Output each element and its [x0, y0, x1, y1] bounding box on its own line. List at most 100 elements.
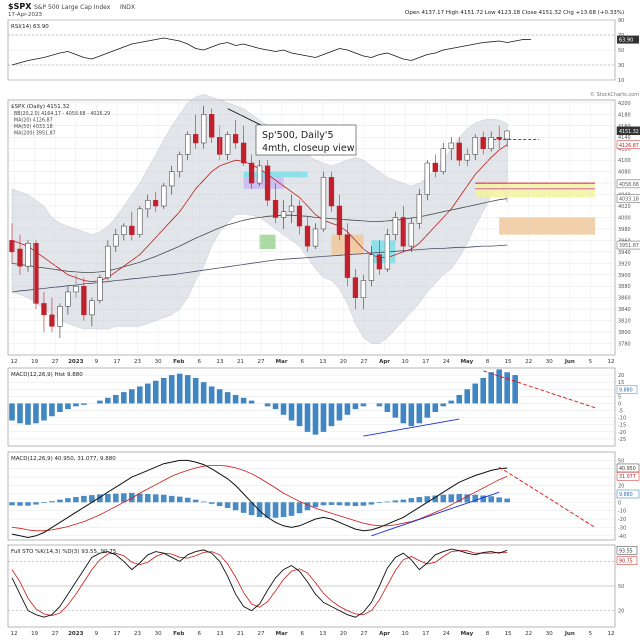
x-axis-label: 6 — [300, 359, 304, 365]
candle-body — [496, 136, 502, 140]
bottom-x-axis-label: 10 — [402, 631, 409, 637]
macd-bar — [168, 495, 175, 503]
price-value-label: 4058.68 — [619, 182, 639, 188]
candle-body — [57, 306, 63, 327]
bottom-x-axis-label: 20 — [340, 631, 347, 637]
candle-body — [360, 280, 367, 298]
macd-bar — [296, 502, 303, 514]
candle-body — [464, 154, 470, 161]
macd-hist-bar — [488, 372, 494, 404]
macd-hist-tick-label: -10 — [618, 416, 626, 422]
date-text: 17-Apr-2023 — [8, 12, 43, 18]
candle-body — [145, 200, 151, 210]
x-axis-label: May — [461, 359, 474, 365]
candle-body — [384, 234, 391, 270]
macd-bar — [176, 496, 183, 503]
x-axis-label: 15 — [505, 359, 512, 365]
candle-body — [105, 245, 111, 278]
macd-bar — [448, 494, 455, 503]
candle-body — [256, 165, 263, 184]
macd-bar — [400, 499, 407, 503]
price-tick-label: 4180 — [618, 112, 631, 118]
candle-body — [280, 211, 287, 218]
macd-bar — [184, 497, 191, 503]
bottom-x-axis-label: 6 — [300, 631, 304, 637]
macd-hist-bar — [81, 403, 87, 405]
macd-value-badge — [616, 463, 640, 473]
macd-value-label: 40.950 — [619, 466, 636, 472]
candle-body — [121, 225, 127, 235]
macd-hist-bar — [97, 400, 103, 404]
bottom-x-axis-label: 27 — [360, 631, 367, 637]
price-tick-label: 3860 — [618, 296, 631, 302]
price-tick-label: 3980 — [618, 227, 631, 233]
candle-body — [456, 142, 462, 161]
macd-bar — [25, 502, 31, 506]
macd-bar — [9, 502, 15, 506]
macd-bar — [368, 502, 375, 505]
price-label: $SPX (Daily) 4151.32 — [11, 104, 70, 110]
macd-bar — [496, 497, 502, 503]
macd-hist-bar — [344, 403, 351, 415]
exchange-text: INDX — [120, 4, 135, 11]
bollinger-band — [11, 94, 508, 344]
yellow-zone — [475, 183, 596, 198]
macd-bar — [360, 502, 367, 506]
rsi-tick-label: 30 — [618, 63, 624, 69]
x-axis-label: 10 — [402, 359, 409, 365]
macd-hist-bar — [312, 403, 319, 435]
price-value-label: 4126.87 — [619, 143, 639, 149]
annotation-box: Sp'500, Daily'5 4mth, closeup view — [255, 124, 357, 156]
macd-hist-bar — [200, 382, 207, 404]
macd-bar — [200, 501, 207, 503]
price-tick-label: 4100 — [618, 158, 631, 164]
macd-label: MACD(12,26,9) 40.950, 31.077, 9.880 — [11, 456, 116, 462]
macd-bar — [384, 501, 391, 503]
price-panel: 4200418041604140412041004080406040404020… — [7, 94, 640, 365]
x-axis-label: 2023 — [68, 359, 83, 365]
x-axis-label: 5 — [589, 359, 593, 365]
macd-bar — [248, 502, 255, 516]
macd-bar — [121, 493, 127, 503]
macd-tick-label: -10 — [618, 509, 626, 515]
macd-hist-bar — [336, 403, 343, 421]
macd-tick-label: 0 — [618, 500, 621, 506]
price-tick-label: 3840 — [618, 307, 631, 313]
price-value-badge — [616, 126, 640, 136]
candle-body — [17, 248, 23, 267]
macd-tick-label: 20 — [618, 484, 624, 490]
macd-bar — [280, 502, 287, 517]
macd-bar — [328, 502, 335, 505]
candle-body — [480, 136, 486, 149]
symbol-text: $SPX — [8, 2, 32, 11]
macd-bar — [81, 495, 87, 503]
macd-bar — [97, 494, 103, 503]
candle-body — [416, 194, 422, 224]
bottom-x-axis-label: 24 — [443, 631, 450, 637]
macd-bar — [304, 502, 311, 511]
macd-hist-bar — [208, 386, 215, 404]
macd-hist-bar — [129, 389, 135, 404]
macd-bar — [488, 496, 494, 503]
price-value-badge — [616, 240, 640, 250]
price-value-label: 4033.18 — [619, 196, 639, 202]
bottom-x-axis-label: May — [461, 631, 474, 637]
candle-body — [312, 228, 319, 247]
macd-bar — [232, 502, 239, 511]
x-axis-label: 8 — [486, 359, 490, 365]
red-projection-line — [498, 466, 596, 528]
macd-signal-line — [11, 464, 508, 532]
macd-hist-bar — [144, 383, 151, 404]
macd-bar — [456, 493, 463, 503]
macd-bar — [344, 502, 351, 506]
macd-bar — [113, 493, 119, 503]
ma50-line — [11, 198, 508, 273]
sto-k-line — [11, 548, 508, 618]
x-axis-label: 23 — [134, 359, 141, 365]
price-tick-label: 3940 — [618, 250, 631, 256]
rsi-line — [11, 37, 532, 66]
candle-body — [240, 142, 247, 164]
x-axis-label: 6 — [198, 359, 202, 365]
candle-body — [264, 165, 271, 201]
